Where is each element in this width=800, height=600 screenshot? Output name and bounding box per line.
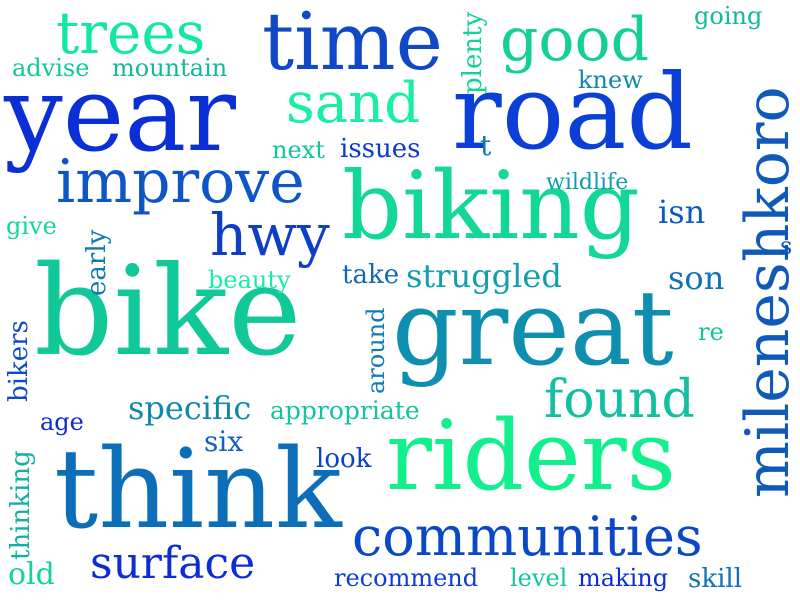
word-trees: trees bbox=[56, 0, 206, 67]
word-wildlife: wildlife bbox=[546, 170, 629, 195]
word-struggled: struggled bbox=[406, 257, 562, 295]
word-give: give bbox=[6, 212, 57, 240]
word-beauty: beauty bbox=[208, 266, 291, 294]
word-specific: specific bbox=[128, 389, 252, 427]
word-s: s bbox=[780, 232, 793, 260]
word-surface: surface bbox=[90, 538, 256, 589]
word-level: level bbox=[510, 564, 568, 592]
word-improve: improve bbox=[56, 147, 305, 217]
word-take: take bbox=[342, 260, 400, 290]
word-knew: knew bbox=[578, 66, 643, 94]
word-issues: issues bbox=[340, 134, 421, 164]
word-re: re bbox=[698, 318, 724, 346]
word-around: around bbox=[362, 307, 390, 394]
word-look: look bbox=[316, 444, 372, 474]
word-plenty: plenty bbox=[458, 11, 488, 94]
word-biking: biking bbox=[342, 152, 640, 261]
word-advise: advise bbox=[12, 54, 90, 82]
word-time: time bbox=[262, 0, 443, 88]
word-road: road bbox=[452, 51, 693, 173]
word-going: going bbox=[694, 2, 763, 30]
word-year: year bbox=[4, 53, 237, 175]
word-appropriate: appropriate bbox=[270, 396, 420, 425]
word-making: making bbox=[578, 564, 669, 592]
word-thinking: thinking bbox=[6, 450, 36, 560]
word-sand: sand bbox=[286, 71, 421, 136]
word-think: think bbox=[54, 425, 342, 553]
word-hwy: hwy bbox=[210, 201, 330, 269]
word-recommend: recommend bbox=[334, 564, 479, 592]
word-communities: communities bbox=[352, 505, 703, 568]
word-mountain: mountain bbox=[112, 54, 228, 82]
word-mileneshkoro: mileneshkoro bbox=[733, 86, 800, 498]
word-skill: skill bbox=[688, 564, 743, 594]
word-age: age bbox=[40, 408, 84, 436]
word-t: t bbox=[480, 129, 492, 162]
word-early: early bbox=[82, 229, 112, 296]
word-good: good bbox=[500, 5, 650, 75]
word-great: great bbox=[392, 267, 674, 389]
word-six: six bbox=[204, 425, 244, 458]
word-son: son bbox=[668, 259, 725, 297]
word-riders: riders bbox=[386, 400, 677, 512]
word-bike: bike bbox=[34, 240, 302, 384]
word-next: next bbox=[272, 136, 325, 164]
word-isn: isn bbox=[658, 193, 706, 231]
word-found: found bbox=[544, 370, 695, 430]
word-old: old bbox=[8, 557, 55, 592]
word-bikers: bikers bbox=[4, 320, 34, 402]
